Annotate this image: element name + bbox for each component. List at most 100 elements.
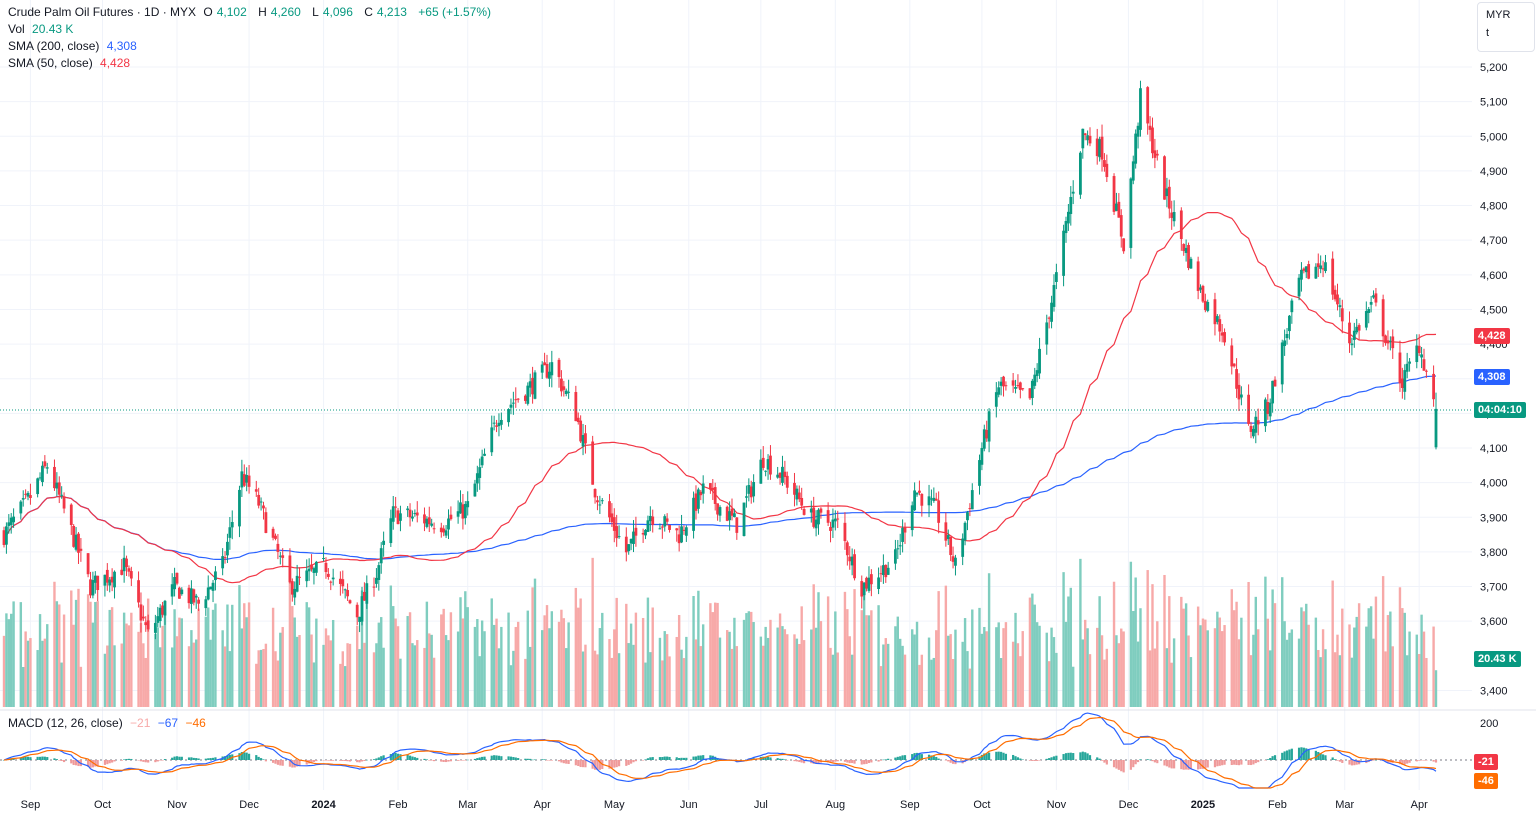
volume-bar xyxy=(1069,587,1072,707)
candle-body xyxy=(1256,420,1260,425)
macd-histogram-bar xyxy=(399,754,402,760)
macd-histogram-bar xyxy=(329,760,332,761)
macd-histogram-bar xyxy=(593,760,597,770)
macd-histogram-bar xyxy=(1221,760,1224,766)
macd-legend[interactable]: MACD (12, 26, close) −21 −67 −46 xyxy=(8,715,210,731)
macd-histogram-bar xyxy=(651,757,654,760)
sma50-legend[interactable]: SMA (50, close) 4,428 xyxy=(8,55,134,71)
macd-histogram-bar xyxy=(884,759,887,760)
macd-histogram-bar xyxy=(41,756,44,760)
candle-body xyxy=(408,509,412,518)
candle-body xyxy=(680,526,683,543)
macd-histogram-bar xyxy=(22,756,25,760)
symbol-legend[interactable]: Crude Palm Oil Futures · 1D · MYX O 4,102… xyxy=(8,4,495,20)
volume-bar xyxy=(834,611,837,707)
volume-bar xyxy=(879,666,883,707)
sma200-legend[interactable]: SMA (200, close) 4,308 xyxy=(8,38,141,54)
volume-bar xyxy=(675,636,678,707)
candle-body xyxy=(254,489,258,492)
macd-tick-label: 200 xyxy=(1480,718,1498,730)
candle-body xyxy=(708,483,712,490)
macd-histogram-bar xyxy=(1100,760,1104,761)
candle-body xyxy=(1420,354,1423,358)
volume-bar xyxy=(930,659,933,707)
macd-signal-value: −46 xyxy=(185,716,206,730)
symbol-title[interactable]: Crude Palm Oil Futures · 1D · MYX xyxy=(8,5,197,19)
candle-body xyxy=(197,599,201,604)
candle-body xyxy=(817,509,820,525)
macd-histogram-bar xyxy=(180,756,183,760)
currency-unit-button[interactable]: MYR t xyxy=(1477,2,1535,52)
macd-histogram-bar xyxy=(204,758,207,760)
volume-bar xyxy=(1134,577,1137,707)
candle-body xyxy=(886,567,890,575)
macd-histogram-bar xyxy=(1233,760,1236,765)
volume-bar xyxy=(1372,638,1375,707)
candle-body xyxy=(745,496,748,498)
candle-body xyxy=(699,491,703,496)
macd-histogram-bar xyxy=(96,760,99,767)
candle-body xyxy=(110,576,114,583)
candle-body xyxy=(423,514,426,524)
candle-body xyxy=(86,553,90,575)
candle-body xyxy=(617,536,621,538)
macd-histogram-bar xyxy=(1333,759,1337,760)
volume-bar xyxy=(5,613,8,707)
macd-histogram-bar xyxy=(1197,760,1200,770)
volume-bar xyxy=(348,643,352,707)
candle-body xyxy=(881,565,885,576)
macd-histogram-bar xyxy=(709,755,712,760)
candle-body xyxy=(548,371,551,379)
candle-body xyxy=(716,503,719,515)
volume-bar xyxy=(1148,650,1152,707)
macd-line xyxy=(3,712,1437,789)
volume-tag: 20.43 K xyxy=(1474,651,1521,667)
macd-histogram-bar xyxy=(699,755,702,760)
macd-histogram-bar xyxy=(1028,760,1032,761)
candle-body xyxy=(1271,380,1275,404)
macd-histogram-bar xyxy=(1314,750,1317,760)
candle-body xyxy=(1179,210,1183,239)
volume-bar xyxy=(108,609,111,707)
candle-body xyxy=(173,577,176,590)
volume-bar xyxy=(392,606,395,707)
macd-histogram-bar xyxy=(1079,752,1082,760)
macd-histogram-bar xyxy=(668,756,671,760)
volume-bar xyxy=(632,644,635,707)
macd-histogram-bar xyxy=(214,757,217,760)
macd-histogram-bar xyxy=(43,756,46,760)
volume-bar xyxy=(346,643,349,707)
volume-legend[interactable]: Vol 20.43 K xyxy=(8,21,77,37)
candle-body xyxy=(526,385,530,404)
candle-body xyxy=(146,620,150,630)
macd-histogram-bar xyxy=(53,758,56,760)
volume-bar xyxy=(1300,607,1303,707)
volume-bar xyxy=(106,645,109,707)
candle-body xyxy=(980,448,984,465)
candle-body xyxy=(783,471,787,478)
candle-body xyxy=(396,510,400,525)
volume-bar xyxy=(1028,597,1032,707)
macd-histogram-bar xyxy=(968,759,971,761)
macd-histogram-bar xyxy=(459,760,462,761)
candle-body xyxy=(596,500,599,503)
macd-histogram-bar xyxy=(1045,758,1048,760)
candle-body xyxy=(1302,268,1306,271)
volume-bar xyxy=(473,626,477,707)
sma200-price-tag: 4,308 xyxy=(1474,369,1510,385)
candle-body xyxy=(1254,416,1258,433)
macd-histogram-bar xyxy=(1170,760,1173,769)
volume-bar xyxy=(742,619,746,707)
macd-histogram-bar xyxy=(147,760,150,763)
volume-bar xyxy=(360,590,364,707)
volume-bar xyxy=(783,629,787,707)
candle-body xyxy=(1408,361,1411,364)
macd-histogram-bar xyxy=(848,760,851,764)
macd-histogram-bar xyxy=(627,760,630,765)
macd-histogram-bar xyxy=(1004,753,1008,760)
volume-bar xyxy=(36,650,39,707)
volume-bar xyxy=(533,578,537,707)
volume-bar xyxy=(1252,634,1255,707)
candle-body xyxy=(1033,374,1037,386)
